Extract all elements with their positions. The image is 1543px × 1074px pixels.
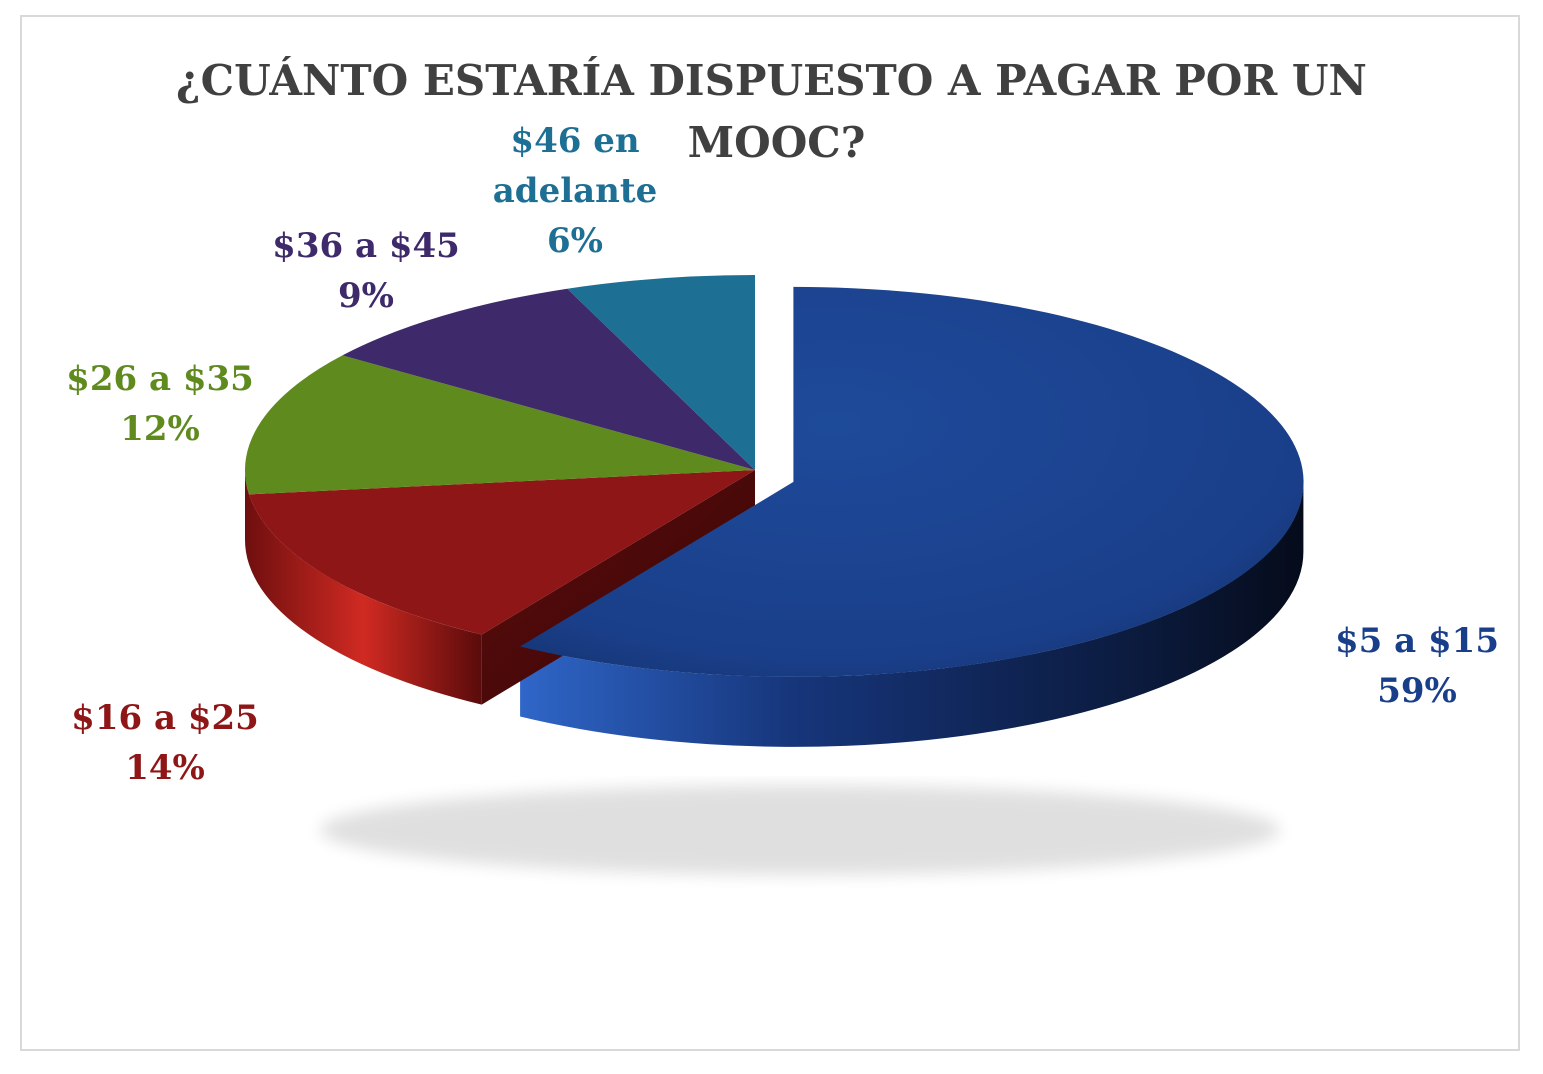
chart-title: ¿CUÁNTO ESTARÍA DISPUESTO A PAGAR POR UN… — [0, 50, 1543, 174]
chart-title-line2: MOOC? — [687, 118, 866, 167]
label-slice-2-name: $16 a $25 — [71, 698, 259, 738]
label-slice-3-name: $26 a $35 — [66, 359, 254, 399]
label-slice-1-value: 59% — [1377, 671, 1457, 711]
pie-slice-5 — [567, 275, 755, 470]
slice-side-red — [245, 470, 482, 705]
label-slice-5-value: 6% — [547, 221, 603, 261]
chart-title-line1: ¿CUÁNTO ESTARÍA DISPUESTO A PAGAR POR UN — [176, 56, 1367, 105]
label-slice-3-value: 12% — [120, 409, 200, 449]
slice-side-blue — [520, 481, 1304, 747]
label-slice-4-value: 9% — [338, 276, 394, 316]
label-slice-1-name: $5 a $15 — [1335, 621, 1499, 661]
pie-slice-4 — [342, 288, 755, 470]
pie-shadow — [320, 785, 1280, 875]
label-slice-4-name: $36 a $45 — [272, 226, 460, 266]
pie-slice-2 — [249, 470, 755, 635]
label-slice-5-name-line2: adelante — [493, 171, 657, 211]
pie-slice-3 — [244, 355, 756, 495]
pie-slice-1 — [520, 286, 1304, 677]
label-slice-2-value: 14% — [125, 748, 205, 788]
label-slice-5-name-line1: $46 en — [510, 121, 639, 161]
